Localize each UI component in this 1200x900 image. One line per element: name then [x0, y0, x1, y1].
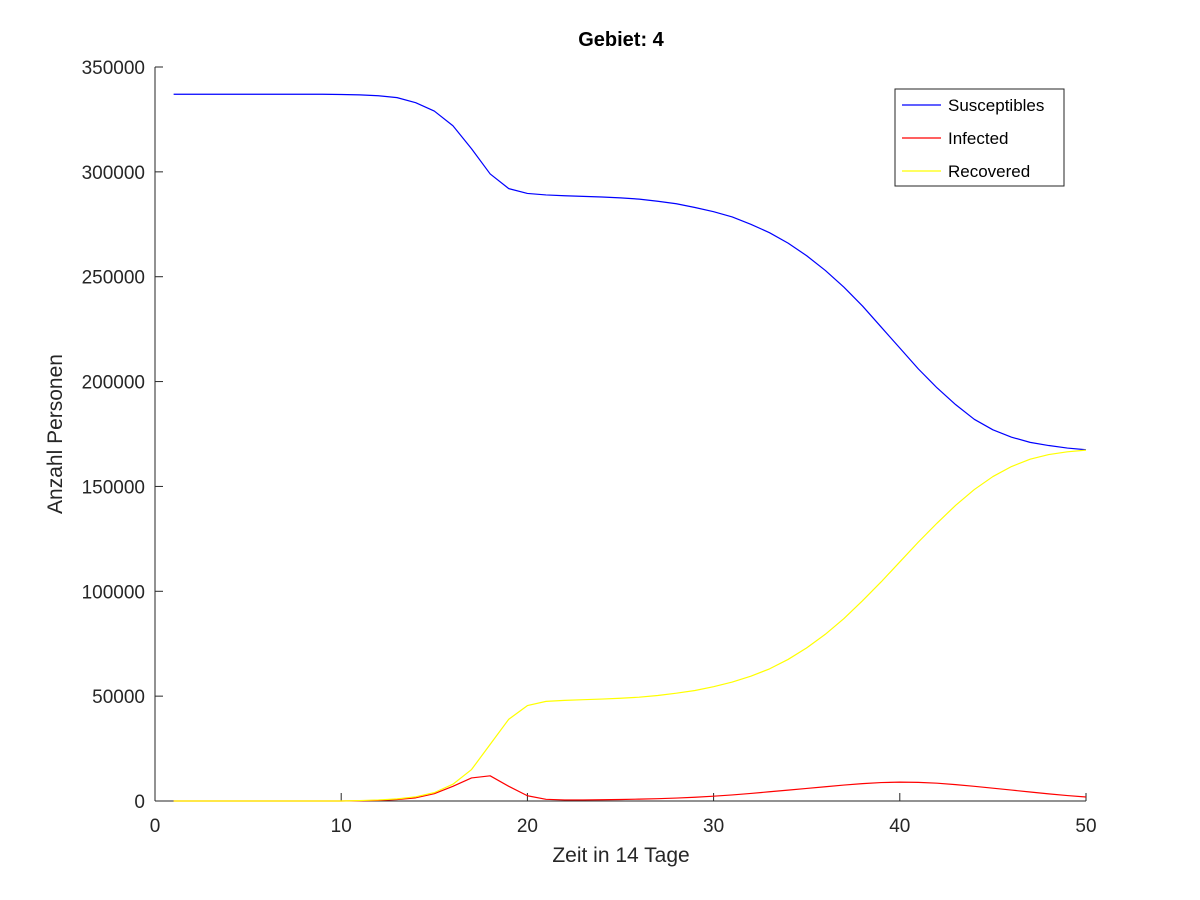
- legend-label-susceptibles: Susceptibles: [948, 96, 1044, 115]
- series-line-susceptibles: [173, 93, 1087, 451]
- y-tick-label: 300000: [82, 163, 145, 184]
- x-tick-label: 0: [150, 816, 161, 837]
- x-tick-label: 10: [331, 816, 352, 837]
- legend-label-recovered: Recovered: [948, 162, 1030, 181]
- y-axis-label: Anzahl Personen: [44, 354, 67, 514]
- chart-title: Gebiet: 4: [578, 29, 664, 51]
- y-tick-label: 0: [134, 792, 145, 813]
- x-tick-label: 30: [703, 816, 724, 837]
- y-tick-label: 250000: [82, 268, 145, 289]
- x-tick-label: 50: [1075, 816, 1096, 837]
- legend: Susceptibles Infected Recovered: [894, 88, 1065, 187]
- legend-label-infected: Infected: [948, 129, 1009, 148]
- y-tick-label: 200000: [82, 373, 145, 394]
- x-axis-label: Zeit in 14 Tage: [552, 844, 689, 867]
- series-group: [173, 93, 1087, 802]
- x-tick-label: 20: [517, 816, 538, 837]
- y-tick-label: 150000: [82, 477, 145, 498]
- y-tick-label: 100000: [82, 582, 145, 603]
- y-tick-label: 350000: [82, 58, 145, 79]
- y-tick-label: 50000: [92, 687, 145, 708]
- series-line-recovered: [173, 449, 1087, 802]
- x-tick-label: 40: [889, 816, 910, 837]
- ticks: 0 10 20 30 40 50 0 50000 100000 150000 200000 25000…: [82, 58, 1097, 837]
